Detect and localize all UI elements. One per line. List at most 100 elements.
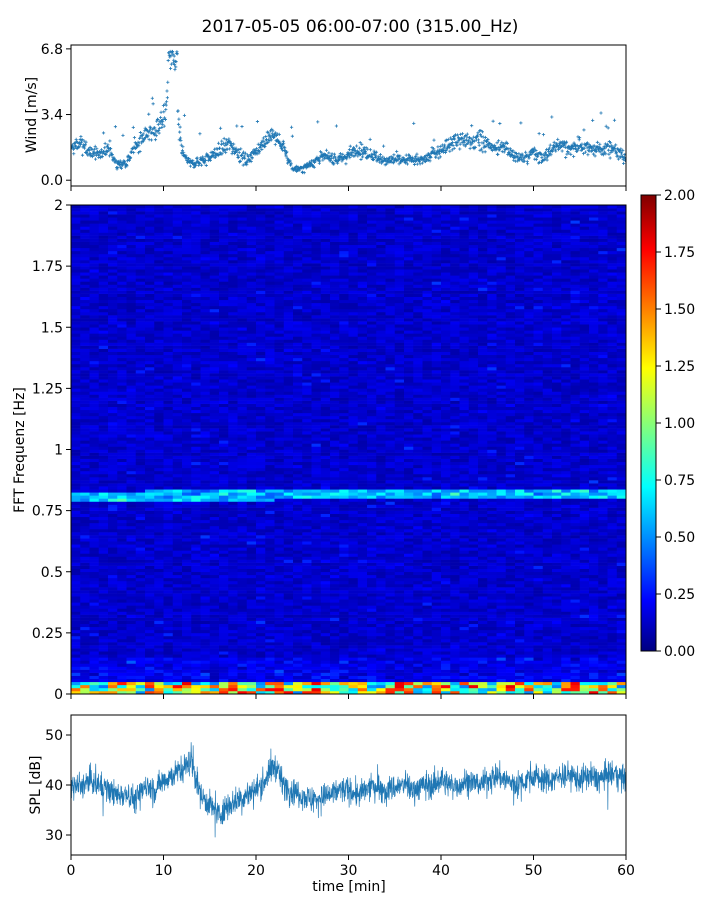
spectrogram-cell (182, 617, 192, 621)
spectrogram-cell (348, 553, 359, 557)
spectrogram-cell (589, 544, 599, 548)
spectrogram-cell (422, 577, 433, 582)
spectrogram-cell (616, 626, 627, 631)
spectrogram-cell (561, 516, 571, 521)
spectrogram-cell (219, 626, 229, 631)
spectrogram-cell (154, 583, 164, 588)
wind-data-point (215, 147, 219, 151)
spectrogram-cell (108, 593, 118, 597)
spectrogram-cell (487, 635, 497, 640)
wind-data-point (269, 138, 273, 142)
wind-data-point (224, 150, 228, 155)
spectrogram-cell (135, 593, 146, 597)
spectrogram-cell (339, 519, 349, 524)
spectrogram-cell (191, 583, 201, 588)
spectrogram-cell (376, 672, 386, 676)
spectrogram-cell (320, 544, 331, 548)
spectrogram-cell (570, 587, 581, 591)
spectrogram-cell (163, 675, 174, 680)
spectrogram-cell (376, 599, 386, 603)
spectrogram-cell (496, 587, 507, 591)
spectrogram-cell (283, 678, 294, 683)
spectrogram-cell (616, 541, 627, 545)
spectrogram-cell (404, 553, 414, 557)
wind-data-point (99, 148, 104, 152)
spectrogram-cell (607, 614, 618, 618)
spectrogram-cell (441, 638, 451, 643)
spectrogram-cell (209, 568, 220, 573)
spectrogram-cell (200, 648, 211, 652)
spectrogram-cell (302, 632, 312, 637)
spectrogram-cell (154, 651, 164, 655)
spectrogram-cell (589, 666, 599, 670)
spectrogram-cell (172, 538, 183, 542)
spectrogram-cell (228, 541, 238, 545)
spectrogram-cell (589, 660, 599, 664)
spectrogram-cell (496, 522, 507, 527)
spectrogram-cell (459, 654, 470, 658)
spectrogram-cell (265, 611, 275, 615)
spectrogram-cell (339, 675, 349, 680)
spectrogram-cell (283, 663, 294, 667)
spectrogram-cell (209, 642, 220, 646)
spectrogram-cell (589, 678, 599, 683)
spectrogram-cell (533, 577, 544, 582)
spectrogram-cell (246, 602, 257, 606)
spectrogram-cell (283, 684, 294, 689)
spectrogram-cell (505, 678, 516, 683)
spectrogram-cell (283, 681, 294, 686)
spectrogram-cell (182, 684, 192, 689)
spectrogram-cell (89, 681, 100, 686)
spectrogram-cell (182, 596, 192, 600)
spectrogram-cell (431, 556, 442, 560)
spectrogram-cell (487, 648, 497, 652)
spectrogram-cell (228, 672, 238, 676)
spectrogram-cell (598, 519, 608, 524)
wind-data-point (328, 158, 333, 162)
spectrogram-cell (228, 614, 238, 618)
spectrogram-cell (524, 669, 534, 673)
spectrogram-cell (219, 516, 229, 521)
spectrogram-cell (265, 675, 275, 680)
spectrogram-cell (274, 580, 285, 585)
spectrogram-cell (330, 602, 340, 606)
spectrogram-cell (542, 635, 553, 640)
wind-data-point (187, 157, 191, 161)
spectrogram-cell (172, 583, 183, 588)
spectrogram-cell (450, 632, 460, 637)
spectrogram-cell (570, 626, 581, 631)
spectrogram-cell (598, 516, 608, 521)
spectrogram-cell (505, 583, 516, 588)
spectrogram-cell (283, 651, 294, 655)
spectrogram-cell (80, 532, 90, 536)
spectrogram-cell (209, 678, 220, 683)
spectrogram-cell (237, 562, 248, 566)
spectrogram-cell (394, 672, 405, 676)
spectrogram-cell (117, 571, 127, 576)
spectrogram-cell (302, 510, 312, 514)
spectrogram-cell (542, 620, 553, 625)
spectrogram-cell (126, 550, 137, 554)
spectrogram-cell (487, 541, 497, 545)
spectrogram-cell (256, 553, 266, 557)
spectrogram-cell (80, 623, 90, 628)
spectrogram-cell (348, 651, 359, 655)
wind-data-point (165, 96, 170, 100)
spectrogram-cell (302, 666, 312, 670)
spectrogram-cell (219, 528, 229, 533)
spectrogram-cell (71, 605, 81, 609)
spectrogram-cell (579, 544, 590, 548)
spectrogram-cell (200, 550, 211, 554)
spectrogram-cell (542, 675, 553, 680)
spectrogram-cell (376, 596, 386, 600)
spectrogram-cell (71, 541, 81, 545)
spectrogram-cell (256, 620, 266, 625)
spectrogram-cell (524, 532, 534, 536)
spectrogram-cell (228, 611, 238, 615)
wind-data-point (230, 146, 235, 150)
spectrogram-cell (339, 574, 349, 579)
spectrogram-cell (172, 666, 183, 670)
spectrogram-cell (228, 681, 238, 686)
spectrogram-cell (274, 608, 285, 612)
spectrogram-cell (468, 681, 479, 686)
